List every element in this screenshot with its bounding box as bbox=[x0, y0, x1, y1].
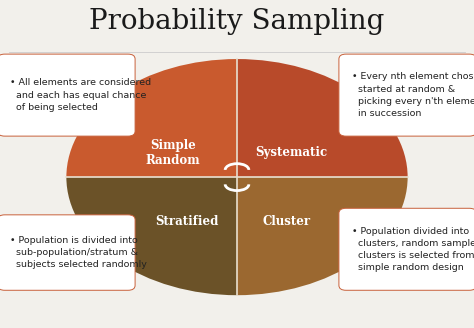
Text: • Every nth element chosen
  started at random &
  picking every n'th element
  : • Every nth element chosen started at ra… bbox=[352, 72, 474, 118]
Text: Cluster: Cluster bbox=[263, 215, 311, 228]
FancyBboxPatch shape bbox=[339, 208, 474, 290]
FancyBboxPatch shape bbox=[0, 54, 135, 136]
Wedge shape bbox=[66, 59, 237, 177]
Text: • All elements are considered
  and each has equal chance
  of being selected: • All elements are considered and each h… bbox=[10, 78, 152, 112]
Text: • Population divided into
  clusters, random sample of
  clusters is selected fr: • Population divided into clusters, rand… bbox=[352, 227, 474, 272]
Text: Simple
Random: Simple Random bbox=[146, 138, 201, 167]
Wedge shape bbox=[237, 177, 408, 295]
Text: Stratified: Stratified bbox=[155, 215, 219, 228]
Wedge shape bbox=[66, 177, 237, 295]
FancyBboxPatch shape bbox=[0, 215, 135, 290]
Text: Systematic: Systematic bbox=[255, 146, 328, 159]
FancyBboxPatch shape bbox=[339, 54, 474, 136]
Wedge shape bbox=[237, 59, 408, 177]
Text: • Population is divided into
  sub-population/stratum &
  subjects selected rand: • Population is divided into sub-populat… bbox=[10, 236, 147, 269]
Text: Probability Sampling: Probability Sampling bbox=[89, 8, 385, 35]
